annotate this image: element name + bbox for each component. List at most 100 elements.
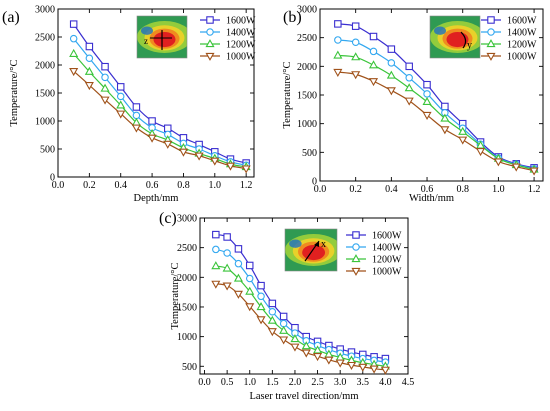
y-tick-label: 1000 (297, 119, 317, 130)
data-point (279, 325, 289, 334)
data-point (245, 274, 254, 283)
data-point (148, 117, 156, 125)
x-tick-label: 1.2 (240, 180, 253, 191)
data-point (116, 110, 126, 119)
data-point (69, 20, 78, 28)
x-tick-label: 0.4 (114, 180, 127, 191)
data-point (387, 59, 396, 67)
data-point (163, 140, 173, 149)
data-point (493, 158, 503, 167)
data-point (267, 328, 277, 337)
data-point (458, 136, 468, 145)
legend-marker (351, 254, 361, 263)
data-point (225, 162, 236, 171)
series-line (337, 71, 535, 172)
inset-axis-label: z (144, 36, 148, 46)
legend-label: 1400W (372, 243, 402, 254)
y-tick-label: 2000 (297, 62, 317, 73)
legend-label: 1000W (507, 52, 537, 63)
data-point (69, 68, 79, 77)
inset-axis-label: x (321, 239, 326, 250)
data-point (194, 152, 204, 161)
data-point (458, 126, 468, 135)
data-point (369, 32, 378, 41)
data-point (101, 62, 109, 71)
data-point (334, 36, 342, 44)
data-point (116, 83, 125, 91)
x-tick-label: 1.0 (243, 377, 256, 388)
legend-label: 1600W (226, 16, 256, 27)
data-point (369, 365, 379, 374)
data-point (211, 280, 221, 289)
y-tick-label: 3000 (35, 5, 55, 16)
data-point (69, 34, 78, 43)
inset-heat-map-1: y (429, 15, 481, 59)
data-point (324, 356, 334, 365)
data-point (245, 286, 255, 295)
data-point (313, 345, 323, 354)
series-line (337, 39, 535, 170)
data-point (211, 261, 221, 270)
data-point (257, 281, 265, 290)
data-point (222, 263, 232, 272)
legend-label: 1400W (226, 28, 256, 39)
data-point (132, 103, 141, 111)
y-tick-label: 3000 (297, 5, 317, 16)
y-axis-label: Temperature/°C (170, 262, 181, 329)
data-point (386, 70, 396, 79)
data-point (423, 90, 431, 98)
data-point (131, 124, 141, 133)
data-point (335, 359, 345, 368)
panel-label: (b) (283, 9, 302, 26)
data-point (301, 349, 311, 358)
data-point (404, 83, 414, 92)
data-point (223, 233, 231, 241)
y-tick-label: 2000 (177, 273, 197, 284)
data-point (290, 343, 300, 352)
legend-label: 1600W (372, 231, 402, 242)
legend-marker (486, 39, 496, 48)
data-point (85, 54, 94, 63)
data-point (333, 50, 343, 59)
data-point (279, 336, 289, 345)
chart-panel-a: 0.0 0.2 0.4 0.6 0.8 1.0 1.2 0 500 1000 1500 2000 250… (2, 5, 256, 205)
panel-label: (a) (2, 9, 20, 26)
legend-label: 1400W (507, 28, 537, 39)
data-point (245, 261, 254, 270)
data-point (222, 282, 232, 291)
data-point (358, 363, 368, 372)
legend-marker (205, 39, 215, 48)
y-axis-label: Temperature/°C (9, 59, 20, 126)
legend-marker (205, 52, 215, 61)
y-tick-label: 2500 (297, 33, 317, 44)
legend-marker (352, 231, 360, 239)
data-point (241, 165, 251, 174)
x-tick-label: 0.2 (83, 180, 96, 191)
data-point (351, 22, 360, 30)
series-line (215, 283, 386, 371)
data-point (476, 148, 486, 157)
y-tick-label: 1500 (35, 89, 55, 100)
x-tick-label: 0.6 (421, 184, 434, 195)
data-point (101, 73, 109, 82)
data-point (268, 307, 277, 316)
data-point (164, 124, 172, 133)
data-point (178, 148, 188, 157)
x-tick-label: 1.0 (492, 184, 505, 195)
data-point (422, 111, 432, 120)
data-point (210, 157, 220, 166)
series-1000w (211, 280, 390, 375)
x-tick-label: 4.0 (379, 377, 392, 388)
data-point (301, 341, 311, 350)
data-point (256, 302, 266, 311)
data-point (100, 83, 110, 92)
x-tick-label: 0.4 (385, 184, 398, 195)
data-point (333, 68, 343, 77)
series-1600w (212, 230, 390, 363)
y-tick-label: 1500 (297, 91, 317, 102)
legend-marker (352, 243, 360, 251)
data-point (334, 20, 342, 28)
data-point (313, 353, 323, 362)
